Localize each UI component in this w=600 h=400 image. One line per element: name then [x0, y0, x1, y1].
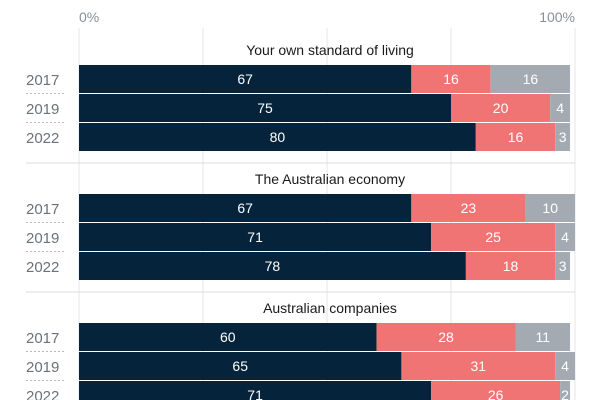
bar-segment-1	[431, 223, 556, 251]
bar-segment-0	[79, 252, 466, 280]
bar-value-label: 71	[247, 229, 263, 245]
bar-value-label: 4	[561, 358, 569, 374]
bar-segment-0	[79, 194, 412, 222]
bar-segment-1	[431, 381, 561, 400]
bar-segment-1	[475, 123, 556, 151]
bar-segment-2	[555, 352, 575, 380]
group-title: The Australian economy	[255, 171, 405, 187]
bar-segment-1	[465, 252, 556, 280]
bar-value-label: 16	[523, 71, 539, 87]
bar-segment-1	[411, 194, 526, 222]
bar-value-label: 67	[237, 200, 253, 216]
bar-segment-2	[515, 323, 571, 351]
bar-segment-0	[79, 123, 476, 151]
year-label: 2017	[26, 201, 59, 218]
year-label: 2022	[26, 388, 59, 400]
bar-segment-2	[555, 223, 575, 251]
bar-segment-1	[376, 323, 516, 351]
year-label: 2022	[26, 259, 59, 276]
bar-segment-0	[79, 223, 432, 251]
bar-value-label: 65	[232, 358, 248, 374]
bar-segment-1	[401, 352, 556, 380]
bar-segment-1	[451, 94, 551, 122]
bar-segment-0	[79, 352, 402, 380]
bar-value-label: 16	[443, 71, 459, 87]
year-label: 2019	[26, 230, 59, 247]
bar-segment-2	[525, 194, 575, 222]
bar-value-label: 25	[485, 229, 501, 245]
x-axis: 0% 100%	[79, 9, 575, 25]
bar-value-label: 67	[237, 71, 253, 87]
x-tick-label-100: 100%	[539, 9, 575, 25]
bar-value-label: 80	[270, 129, 286, 145]
bar-value-label: 3	[559, 129, 567, 145]
bar-value-label: 26	[488, 387, 504, 400]
x-tick-label-0: 0%	[79, 9, 99, 25]
bar-segment-2	[560, 381, 571, 400]
bar-value-label: 20	[493, 100, 509, 116]
year-label: 2017	[26, 72, 59, 89]
bar-value-label: 28	[438, 329, 454, 345]
bar-segment-2	[550, 94, 571, 122]
bar-value-label: 71	[247, 387, 263, 400]
group-2: Australian companies 2017 60 28 11 2019 65 31 4 2…	[26, 291, 575, 400]
group-title: Your own standard of living	[246, 42, 414, 58]
bar-value-label: 3	[559, 258, 567, 274]
bar-segment-2	[555, 123, 571, 151]
bar-value-label: 60	[220, 329, 236, 345]
group-1: The Australian economy 2017 67 23 10 2019 71 25…	[26, 162, 575, 280]
bar-segment-0	[79, 94, 451, 122]
bar-value-label: 23	[461, 200, 477, 216]
year-label: 2019	[26, 359, 59, 376]
year-label: 2019	[26, 101, 59, 118]
bar-value-label: 4	[556, 100, 564, 116]
year-label: 2022	[26, 130, 59, 147]
bar-segment-1	[411, 65, 491, 93]
bar-segment-0	[79, 323, 377, 351]
bar-value-label: 16	[508, 129, 524, 145]
bar-value-label: 18	[503, 258, 519, 274]
bar-value-label: 78	[265, 258, 281, 274]
bar-value-label: 2	[561, 387, 569, 400]
bar-value-label: 31	[470, 358, 486, 374]
bar-segment-0	[79, 381, 432, 400]
bar-value-label: 10	[542, 200, 558, 216]
year-label: 2017	[26, 330, 59, 347]
bar-segment-2	[555, 252, 571, 280]
bar-value-label: 4	[561, 229, 569, 245]
bar-value-label: 11	[535, 329, 550, 345]
bar-segment-0	[79, 65, 412, 93]
bar-value-label: 75	[257, 100, 273, 116]
bar-segment-2	[490, 65, 571, 93]
group-title: Australian companies	[263, 300, 397, 316]
